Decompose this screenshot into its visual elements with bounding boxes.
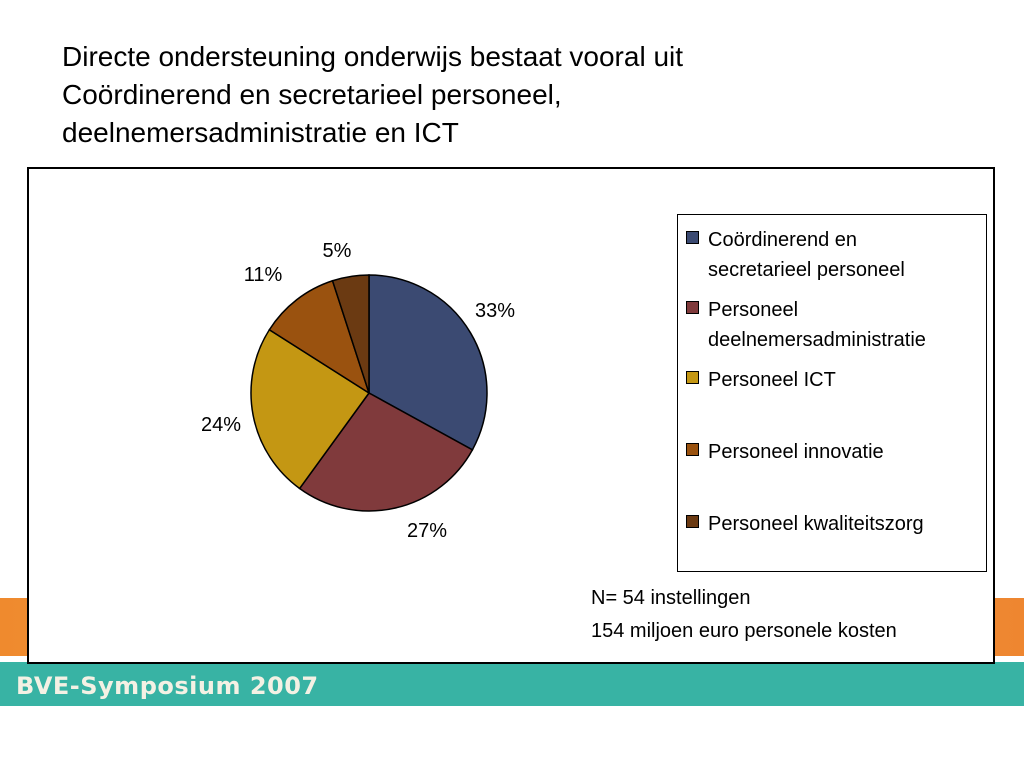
footer-title: BVE-Symposium 2007 <box>16 672 319 700</box>
legend-swatch-kwaliteitszorg <box>686 515 699 528</box>
note-total-costs: 154 miljoen euro personele kosten <box>591 620 897 642</box>
legend-label-innovatie: Personeel innovatie <box>708 441 884 463</box>
legend-swatch-deelnemersadministratie <box>686 301 699 314</box>
title-line-3: deelnemersadministratie en ICT <box>62 117 459 148</box>
teal-footer-band <box>0 662 1024 706</box>
pie-slice-kwaliteitszorg <box>331 274 370 394</box>
pie-slice-ict <box>250 328 371 490</box>
title-line-1: Directe ondersteuning onderwijs bestaat … <box>62 41 684 72</box>
pie-chart: 33% 27% 24% 11% 5% <box>201 240 515 542</box>
pie-slice-deelnemersadministratie <box>298 392 474 512</box>
legend-label-ict: Personeel ICT <box>708 369 836 391</box>
legend-label-coordinerend: Coördinerend en secretarieel personeel <box>708 229 905 281</box>
data-label-kwaliteitszorg: 5% <box>323 240 352 262</box>
title-line-2: Coördinerend en secretarieel personeel, <box>62 79 562 110</box>
chart-legend: Coördinerend en secretarieel personeel P… <box>677 214 987 572</box>
legend-label-deelnemersadministratie: Personeel deelnemersadministratie <box>708 299 926 351</box>
pie-slice-innovatie <box>268 279 371 395</box>
data-label-coordinerend: 33% <box>475 300 515 322</box>
legend-label-kwaliteitszorg: Personeel kwaliteitszorg <box>708 513 924 535</box>
legend-swatch-coordinerend <box>686 231 699 244</box>
data-label-deelnemersadministratie: 27% <box>407 520 447 542</box>
legend-swatch-ict <box>686 371 699 384</box>
legend-swatch-innovatie <box>686 443 699 456</box>
data-label-ict: 24% <box>201 414 241 436</box>
note-sample-size: N= 54 instellingen <box>591 587 751 609</box>
slide-title: Directe ondersteuning onderwijs bestaat … <box>62 38 962 152</box>
data-label-innovatie: 11% <box>244 264 283 286</box>
chart-area: 33% 27% 24% 11% 5% Coördinerend en secretari… <box>27 167 995 664</box>
pie-slice-coordinerend <box>368 274 488 451</box>
